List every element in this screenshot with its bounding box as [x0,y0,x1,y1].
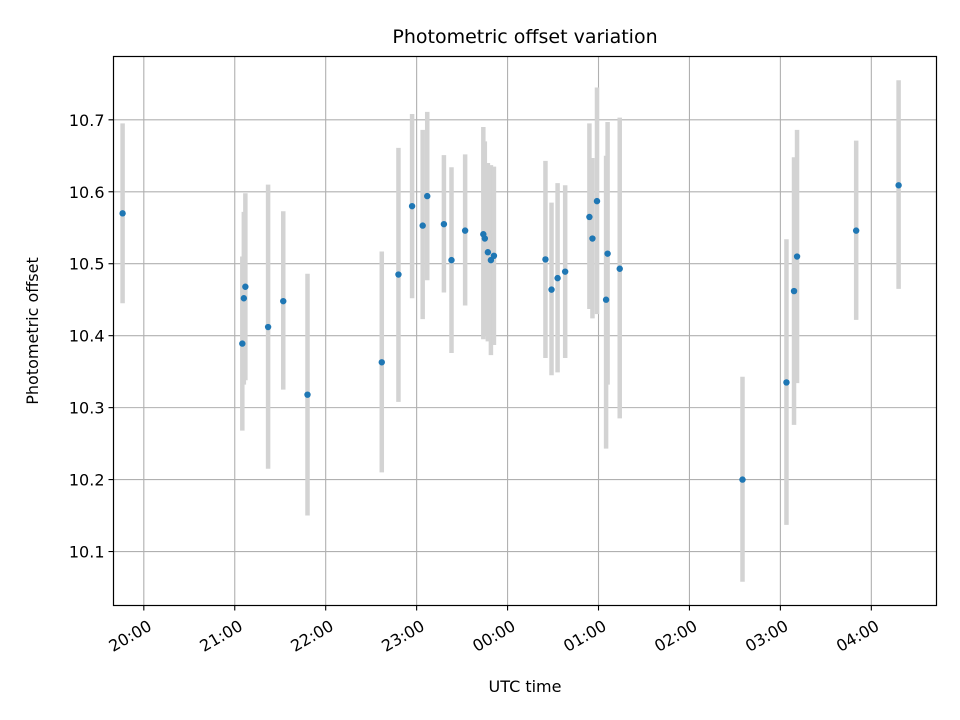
y-tick-label: 10.5 [69,255,105,274]
data-point [739,476,746,483]
data-point [542,256,549,263]
y-tick-label: 10.7 [69,111,105,130]
data-point [852,227,860,234]
data-point [490,252,498,260]
data-point [793,253,801,260]
data-point [602,296,610,303]
grid [113,56,937,606]
data-point [419,222,426,229]
data-point [481,235,489,242]
data-point [239,340,246,347]
y-tick-label: 10.3 [69,399,105,418]
data-point [790,287,798,295]
data-point [895,182,902,189]
data-point [461,227,469,234]
data-point [548,286,555,293]
data-point [561,268,569,275]
y-axis-ticks: 10.1 10.2 10.3 10.4 10.5 10.6 10.7 [69,111,114,562]
data-point [589,235,596,242]
data-point [242,283,249,290]
y-tick-label: 10.2 [69,471,105,490]
plot-frame [112,55,938,607]
y-tick-label: 10.6 [69,183,105,202]
data-point [586,213,593,221]
data-point [378,359,385,366]
data-point [395,271,402,278]
data-point [616,265,623,272]
data-point [448,256,455,264]
y-tick-label: 10.4 [69,327,105,346]
data-point [240,295,248,302]
data-point [119,210,126,217]
data-point [304,391,311,398]
data-point [280,297,287,305]
data-point [604,250,611,257]
data-point [264,323,272,331]
data-point [554,274,561,282]
data-point [440,220,448,228]
data-point [484,249,492,256]
chart-title: Photometric offset variation [392,26,657,48]
y-tick-label: 10.1 [69,543,105,562]
data-points [119,182,902,483]
data-point [424,192,431,200]
data-point [593,197,601,205]
y-axis-label: Photometric offset [23,257,42,405]
data-point [408,202,416,210]
data-point [783,379,790,386]
x-axis-label: UTC time [489,677,562,696]
